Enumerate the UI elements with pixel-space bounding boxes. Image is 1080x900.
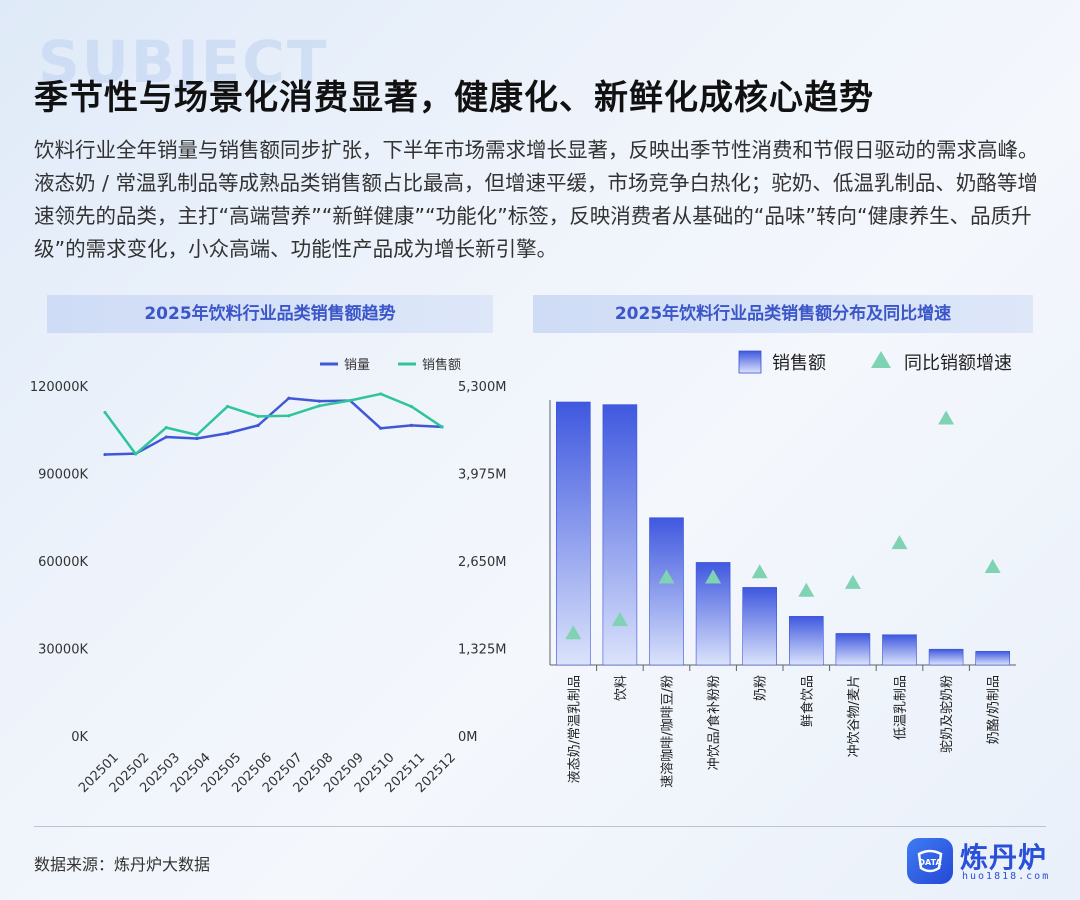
bar-chart: 液态奶/常温乳制品 饮料 速溶咖啡/咖啡豆/粉 冲饮品/食补粉粉 奶粉 鲜食饮品 冲饮谷物/… xyxy=(549,350,1016,788)
y-left-tick-label: 60000K xyxy=(38,555,88,570)
data-point xyxy=(134,452,138,456)
data-point xyxy=(317,404,322,408)
growth-marker xyxy=(751,564,768,579)
legend-swatch-bar xyxy=(738,350,762,374)
data-point xyxy=(287,414,291,418)
legend-label: 同比销额增速 xyxy=(904,353,1012,374)
data-point xyxy=(440,425,444,429)
data-point xyxy=(103,452,107,457)
footer-divider xyxy=(34,826,1046,827)
growth-marker xyxy=(705,569,722,584)
data-point xyxy=(164,435,168,439)
bar xyxy=(742,587,777,666)
growth-marker xyxy=(984,558,1001,573)
y-right-tick-label: 3,975M xyxy=(458,468,506,483)
bar-chart-title: 2025年饮料行业品类销售额分布及同比增速 xyxy=(533,295,1033,333)
y-right-tick-label: 0M xyxy=(458,730,478,745)
growth-marker xyxy=(565,625,582,640)
data-point xyxy=(409,404,413,409)
page-title: 季节性与场景化消费显著，健康化、新鲜化成核心趋势 xyxy=(34,78,874,118)
category-label: 奶酪/奶制品 xyxy=(986,675,1002,744)
category-label: 驼奶及驼奶粉 xyxy=(939,675,955,753)
y-left-tick-label: 0K xyxy=(71,730,88,745)
bar xyxy=(788,616,824,666)
data-point xyxy=(103,410,107,415)
data-point xyxy=(164,426,168,430)
growth-marker xyxy=(844,574,861,589)
y-right-tick-label: 5,300M xyxy=(458,380,506,395)
data-point xyxy=(379,392,383,396)
data-point xyxy=(256,423,260,427)
category-label: 冲饮品/食补粉粉 xyxy=(706,675,722,770)
growth-marker xyxy=(611,611,628,626)
y-left-tick-label: 120000K xyxy=(30,380,89,395)
category-label: 冲饮谷物/麦片 xyxy=(847,675,862,757)
bar xyxy=(649,517,684,666)
bar xyxy=(835,633,871,666)
legend-swatch-marker xyxy=(871,351,891,368)
brand-logo-icon: DATA xyxy=(907,838,953,884)
series-line-volume xyxy=(104,397,443,456)
bar xyxy=(882,634,917,666)
category-label: 奶粉 xyxy=(754,675,769,701)
category-label: 饮料 xyxy=(614,675,629,701)
growth-marker xyxy=(891,535,908,550)
y-left-tick-label: 90000K xyxy=(38,468,88,483)
data-point xyxy=(256,414,260,418)
y-right-tick-label: 1,325M xyxy=(458,643,506,658)
data-point xyxy=(409,423,413,427)
data-point xyxy=(225,431,230,435)
series-line-sales xyxy=(103,392,443,456)
bar xyxy=(975,651,1011,666)
data-point xyxy=(287,396,291,400)
category-label: 液态奶/常温乳制品 xyxy=(567,675,582,783)
data-point xyxy=(317,399,322,403)
brand-badge: DATA xyxy=(918,858,942,867)
category-label: 低温乳制品 xyxy=(894,675,909,740)
y-right-tick-label: 2,650M xyxy=(458,555,506,570)
growth-marker xyxy=(798,582,815,597)
summary-paragraph: 饮料行业全年销量与销售额同步扩张，下半年市场需求增长显著，反映出季节性消费和节假… xyxy=(34,138,1039,261)
data-source: 数据来源：炼丹炉大数据 xyxy=(34,855,211,874)
data-point xyxy=(195,436,199,441)
bar xyxy=(555,401,591,666)
line-chart: 0K 30000K 60000K 90000K 120000K 0M 1,325M 2,650… xyxy=(30,357,507,796)
line-chart-title: 2025年饮料行业品类销售额趋势 xyxy=(47,295,493,333)
brand-url: huo1818.com xyxy=(962,871,1051,882)
data-point xyxy=(195,433,199,437)
growth-marker xyxy=(658,569,675,584)
data-point xyxy=(348,398,352,403)
category-label: 速溶咖啡/咖啡豆/粉 xyxy=(661,675,676,788)
watermark-word: SUBJECT xyxy=(38,28,329,96)
legend-label: 销量 xyxy=(344,358,370,373)
y-left-tick-label: 30000K xyxy=(38,643,88,658)
bar xyxy=(928,648,964,666)
data-point xyxy=(379,426,383,430)
category-label: 鲜食饮品 xyxy=(799,675,815,727)
growth-marker xyxy=(938,410,955,425)
data-point xyxy=(225,404,230,409)
legend-label: 销售额 xyxy=(772,353,826,374)
legend-label: 销售额 xyxy=(422,357,461,373)
brand-name: 炼丹炉 xyxy=(960,841,1048,874)
